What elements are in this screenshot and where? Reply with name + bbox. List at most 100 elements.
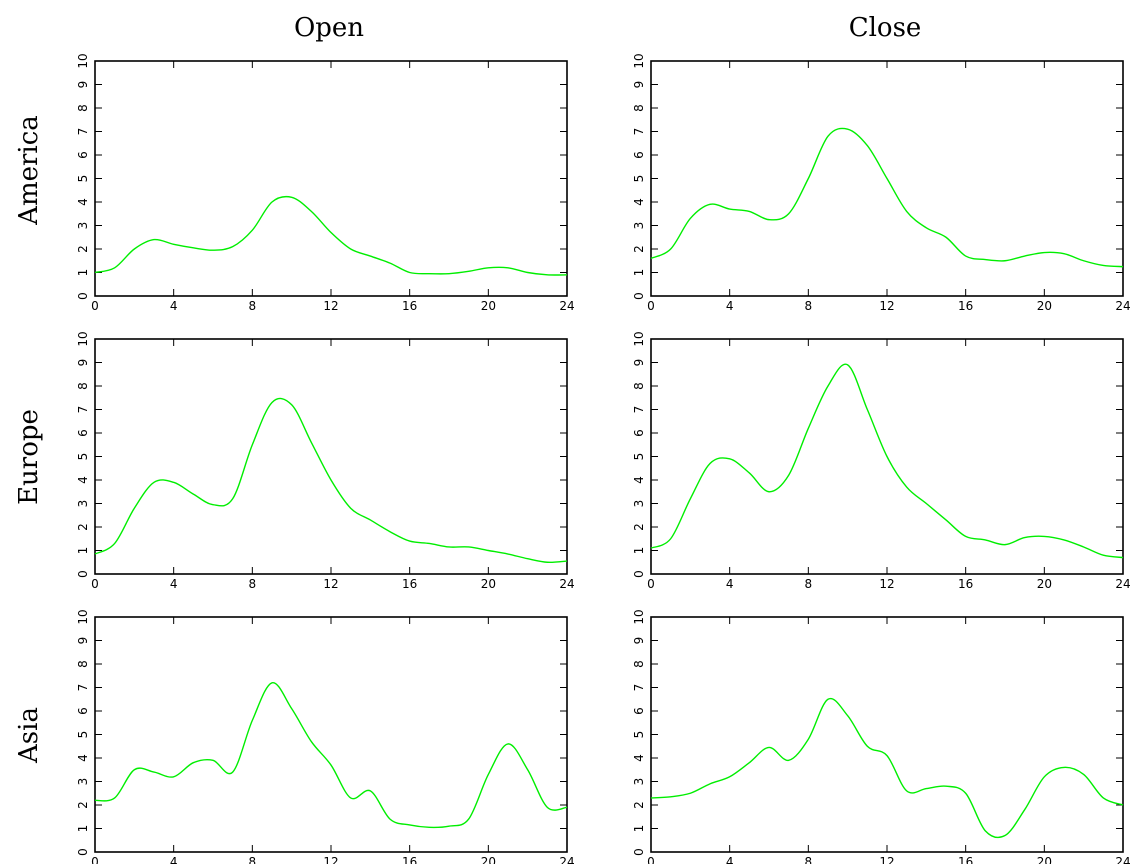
x-tick-label: 4: [170, 577, 178, 591]
x-tick-label: 8: [249, 299, 257, 313]
y-tick-label: 1: [76, 269, 90, 277]
series-line-asia-close: [650, 697, 1124, 839]
y-tick-label: 0: [632, 292, 646, 300]
x-tick-label: 0: [91, 577, 99, 591]
y-tick-label: 1: [632, 825, 646, 833]
y-tick-label: 8: [76, 382, 90, 390]
y-tick-label: 9: [632, 637, 646, 645]
x-tick-label: 8: [805, 577, 813, 591]
x-tick-label: 20: [481, 299, 496, 313]
y-tick-label: 1: [76, 547, 90, 555]
y-tick-label: 9: [632, 81, 646, 89]
y-tick-label: 3: [632, 222, 646, 230]
y-tick-label: 2: [632, 523, 646, 531]
x-tick-label: 0: [647, 855, 655, 864]
x-tick-label: 20: [1037, 299, 1052, 313]
y-tick-label: 7: [632, 128, 646, 136]
y-tick-label: 1: [632, 269, 646, 277]
row-title-america: America: [14, 115, 44, 226]
y-tick-label: 10: [632, 331, 646, 346]
x-tick-label: 12: [323, 577, 338, 591]
y-tick-label: 4: [632, 754, 646, 762]
y-tick-label: 5: [632, 731, 646, 739]
plot-frame: [94, 60, 568, 297]
y-tick-label: 3: [632, 500, 646, 508]
series-line-asia-open: [94, 682, 568, 829]
column-title-close: Close: [849, 13, 922, 43]
x-tick-label: 4: [726, 577, 734, 591]
y-tick-label: 10: [76, 609, 90, 624]
y-tick-label: 8: [76, 104, 90, 112]
y-tick-label: 6: [632, 151, 646, 159]
y-tick-label: 3: [632, 778, 646, 786]
y-tick-label: 7: [76, 128, 90, 136]
x-tick-label: 24: [559, 577, 574, 591]
x-tick-label: 16: [958, 299, 973, 313]
y-tick-label: 8: [632, 382, 646, 390]
x-tick-label: 16: [958, 577, 973, 591]
y-tick-label: 4: [76, 476, 90, 484]
x-tick-label: 24: [1115, 855, 1130, 864]
y-tick-label: 7: [76, 684, 90, 692]
y-tick-label: 8: [632, 104, 646, 112]
y-tick-label: 10: [632, 53, 646, 68]
x-tick-label: 4: [170, 855, 178, 864]
y-tick-label: 6: [76, 707, 90, 715]
series-line-europe-close: [650, 363, 1124, 559]
y-tick-label: 5: [76, 175, 90, 183]
y-tick-label: 2: [76, 523, 90, 531]
figure-titles: Open Close America Europe Asia: [14, 13, 921, 764]
x-tick-label: 24: [559, 299, 574, 313]
y-tick-label: 7: [76, 406, 90, 414]
y-tick-label: 2: [632, 245, 646, 253]
y-tick-label: 0: [76, 292, 90, 300]
x-tick-label: 8: [249, 855, 257, 864]
y-tick-label: 0: [632, 570, 646, 578]
y-tick-label: 0: [76, 848, 90, 856]
x-tick-label: 24: [1115, 577, 1130, 591]
x-tick-label: 0: [91, 299, 99, 313]
row-title-asia: Asia: [14, 707, 44, 764]
y-tick-label: 6: [632, 707, 646, 715]
y-tick-label: 6: [76, 151, 90, 159]
x-tick-label: 16: [402, 577, 417, 591]
x-tick-label: 8: [805, 299, 813, 313]
x-tick-label: 24: [1115, 299, 1130, 313]
y-tick-label: 3: [76, 778, 90, 786]
y-tick-label: 1: [632, 547, 646, 555]
x-tick-label: 20: [1037, 577, 1052, 591]
y-tick-label: 9: [76, 637, 90, 645]
y-tick-label: 8: [76, 660, 90, 668]
x-tick-label: 0: [647, 577, 655, 591]
x-tick-label: 16: [958, 855, 973, 864]
x-tick-label: 24: [559, 855, 574, 864]
x-tick-label: 0: [647, 299, 655, 313]
series-line-america-close: [650, 127, 1124, 268]
y-tick-label: 4: [632, 476, 646, 484]
y-tick-label: 10: [76, 331, 90, 346]
x-tick-label: 16: [402, 855, 417, 864]
y-tick-label: 6: [76, 429, 90, 437]
series-line-europe-open: [94, 397, 568, 564]
y-tick-label: 9: [76, 359, 90, 367]
y-tick-label: 4: [632, 198, 646, 206]
y-tick-label: 9: [632, 359, 646, 367]
y-tick-label: 2: [632, 801, 646, 809]
series-line-america-open: [94, 195, 568, 276]
y-tick-label: 10: [76, 53, 90, 68]
y-tick-label: 5: [76, 731, 90, 739]
y-tick-label: 0: [632, 848, 646, 856]
x-tick-label: 8: [805, 855, 813, 864]
x-tick-label: 12: [323, 855, 338, 864]
plot-frame: [94, 338, 568, 575]
y-tick-label: 4: [76, 198, 90, 206]
y-tick-label: 4: [76, 754, 90, 762]
x-tick-label: 16: [402, 299, 417, 313]
x-tick-label: 20: [481, 577, 496, 591]
